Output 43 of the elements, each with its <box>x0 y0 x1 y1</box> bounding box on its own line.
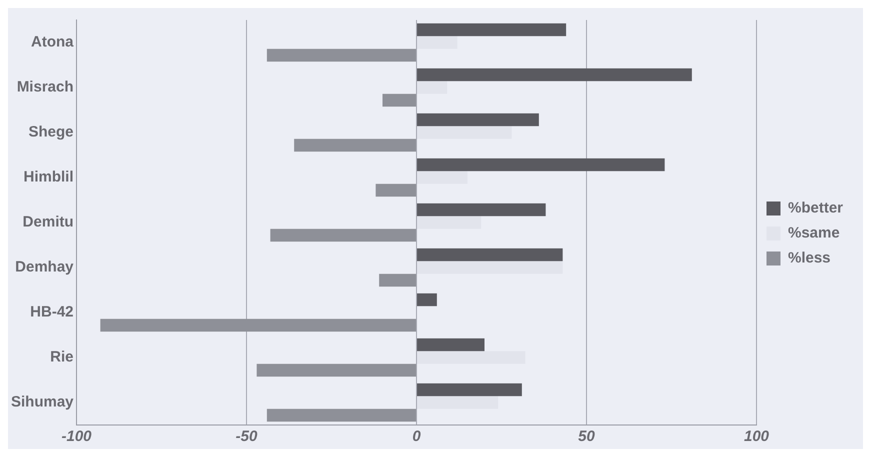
bar <box>100 318 416 332</box>
bar <box>376 184 416 197</box>
bar <box>266 48 416 62</box>
legend-label: %same <box>788 224 840 242</box>
bar <box>417 261 563 274</box>
y-tick-label: Misrach <box>16 78 74 96</box>
bar <box>294 138 416 152</box>
bar <box>417 158 665 172</box>
bar <box>417 81 448 94</box>
bar <box>417 248 563 262</box>
y-tick-label: HB-42 <box>30 304 74 321</box>
bar <box>270 228 416 242</box>
y-tick-label: Sihumay <box>10 394 74 411</box>
x-tick-label: 100 <box>744 428 770 446</box>
bar <box>256 364 416 377</box>
bar <box>417 36 458 49</box>
bar <box>417 23 566 36</box>
bar <box>417 203 546 216</box>
bar <box>382 94 416 107</box>
bar <box>417 113 539 126</box>
bar <box>417 126 512 139</box>
bar <box>417 383 522 396</box>
bar <box>417 338 484 352</box>
legend-label: %better <box>788 200 844 217</box>
y-tick-label: Himblil <box>24 168 74 186</box>
bar <box>417 171 468 184</box>
x-tick-label: -100 <box>62 428 92 446</box>
bar <box>417 293 437 306</box>
y-tick-label: Rie <box>50 348 74 366</box>
bar <box>266 408 416 422</box>
bar <box>417 216 482 229</box>
bar <box>379 274 416 287</box>
y-tick-label: Demitu <box>22 214 74 231</box>
y-tick-label: Demhay <box>15 258 74 276</box>
x-tick-label: 0 <box>412 428 422 446</box>
x-tick-label: 50 <box>578 428 596 446</box>
bar <box>417 396 498 409</box>
y-tick-label: Shege <box>28 124 74 141</box>
x-tick-label: -50 <box>236 428 258 446</box>
bar <box>417 68 692 82</box>
legend-label: %less <box>788 250 831 267</box>
bar <box>417 351 526 364</box>
y-tick-label: Atona <box>31 34 74 51</box>
